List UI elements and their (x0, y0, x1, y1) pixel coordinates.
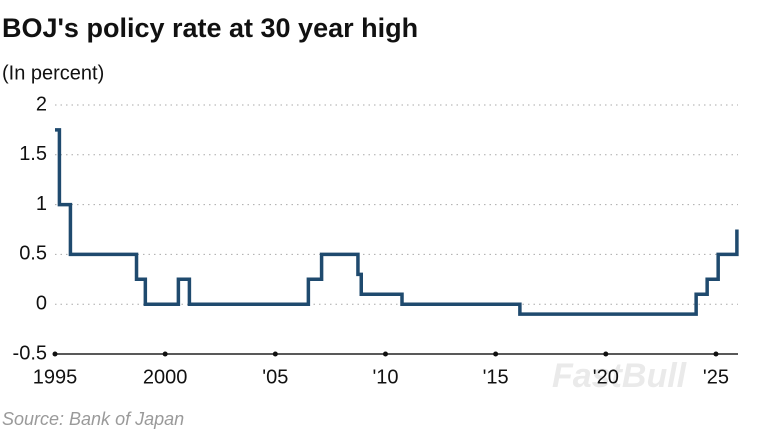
x-tick (603, 351, 609, 357)
line (55, 128, 739, 316)
x-tick-label: '20 (593, 366, 619, 388)
x-tick-label: '10 (372, 366, 398, 388)
x-tick (52, 351, 58, 357)
x-tick (713, 351, 719, 357)
x-tick (493, 351, 499, 357)
y-tick-label: 1.5 (19, 143, 47, 165)
watermark: FastBull (552, 357, 688, 395)
y-tick-label: -0.5 (13, 342, 47, 364)
x-tick (272, 351, 278, 357)
x-tick-label: '25 (703, 366, 729, 388)
y-tick-label: 0.5 (19, 243, 47, 265)
source: Source: Bank of Japan (2, 409, 184, 429)
y-tick-label: 0 (36, 292, 47, 314)
y-tick-label: 1 (36, 193, 47, 215)
x-tick-label: '15 (483, 366, 509, 388)
x-tick-label: 2000 (143, 366, 188, 388)
x-tick-label: '05 (262, 366, 288, 388)
y-tick-label: 2 (36, 93, 47, 115)
x-tick-label: 1995 (33, 366, 78, 388)
chart-title: BOJ's policy rate at 30 year high (2, 13, 418, 43)
x-tick (382, 351, 388, 357)
chart-subtitle: (In percent) (2, 62, 104, 84)
x-tick (162, 351, 168, 357)
